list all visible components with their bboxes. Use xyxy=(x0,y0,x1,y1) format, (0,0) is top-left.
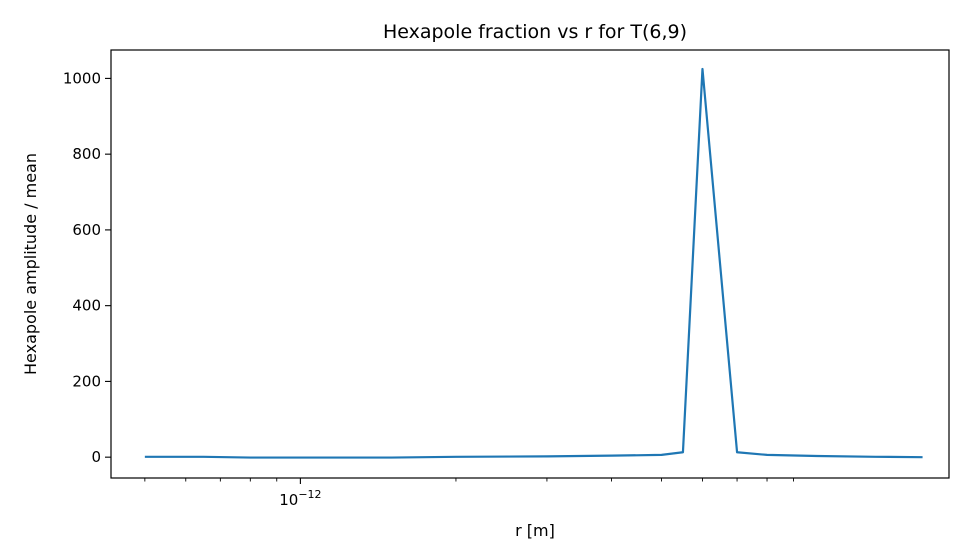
y-tick-label: 0 xyxy=(91,448,101,466)
x-tick-label-base: 10 xyxy=(279,491,298,509)
chart-title: Hexapole fraction vs r for T(6,9) xyxy=(383,21,687,43)
y-axis-label: Hexapole amplitude / mean xyxy=(21,153,40,375)
y-tick-label: 400 xyxy=(72,297,101,315)
x-axis-label: r [m] xyxy=(515,521,555,540)
series-layer xyxy=(144,67,923,459)
x-axis-ticks: 10−12 xyxy=(144,478,794,509)
series-line-0 xyxy=(144,67,923,459)
x-tick-label-exponent: −12 xyxy=(298,488,321,501)
y-tick-label: 1000 xyxy=(63,69,101,87)
y-axis-ticks: 0 200 400 600 800 1000 xyxy=(63,69,111,466)
y-tick-label: 600 xyxy=(72,221,101,239)
y-tick-label: 800 xyxy=(72,145,101,163)
x-tick-label: 10−12 xyxy=(279,488,321,509)
y-tick-label: 200 xyxy=(72,372,101,390)
plot-frame xyxy=(110,49,950,479)
